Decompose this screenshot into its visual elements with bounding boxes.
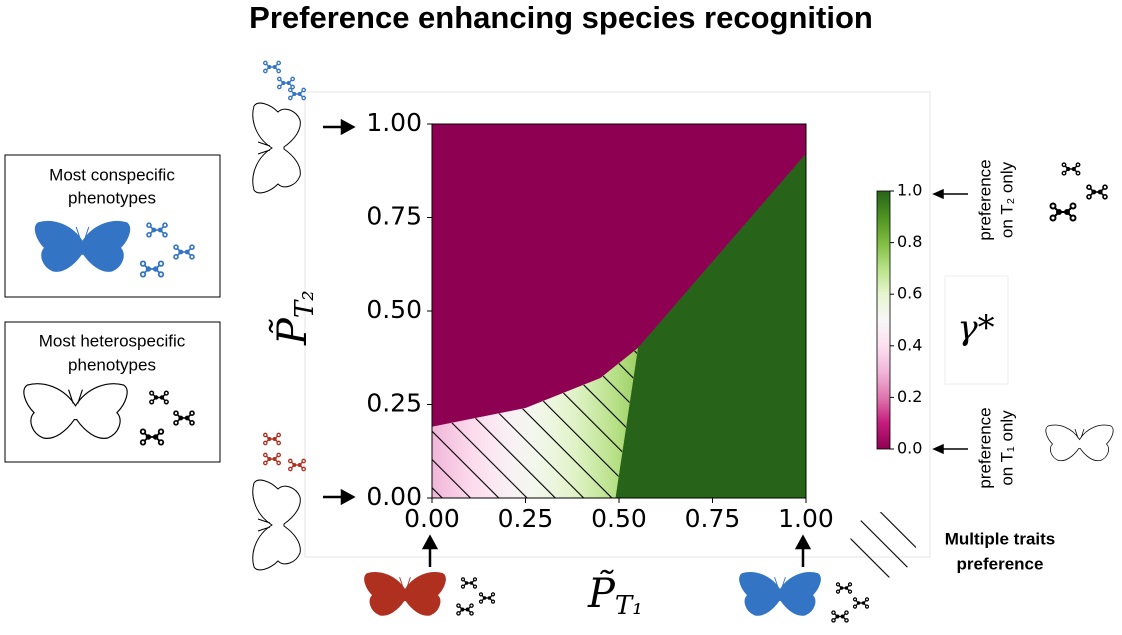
colorbar-label: γ*	[957, 308, 994, 348]
y-tick-label: 1.00	[366, 108, 422, 137]
molecule-icon	[262, 60, 282, 74]
x-tick-label: 0.75	[685, 504, 741, 533]
colorbar-tick-label: 0.0	[897, 439, 922, 458]
colorbar-tick-label: 1.0	[897, 181, 922, 200]
y-axis-label: P̃T₂	[269, 290, 320, 346]
annotation: on T₁ only	[997, 410, 1016, 486]
molecule-icon	[460, 577, 478, 589]
legend-text: phenotypes	[68, 355, 156, 374]
moth-icon	[252, 102, 301, 194]
butterfly-icon	[364, 572, 446, 616]
molecule-icon	[276, 76, 296, 90]
arrows	[932, 188, 968, 455]
x-axis-label: P̃T₁	[587, 570, 643, 621]
legend-text: preference	[957, 554, 1044, 573]
molecule-icon	[478, 592, 496, 604]
colorbar-tick-label: 0.6	[897, 284, 922, 303]
molecule-icon	[831, 610, 849, 623]
molecule-icon	[1086, 184, 1108, 200]
annotation: on T₂ only	[997, 161, 1016, 238]
butterfly-icon	[1045, 424, 1114, 462]
x-axis-label-sub: T₁	[615, 591, 643, 621]
x-tick-label: 0.25	[498, 504, 554, 533]
y-tick-label: 0.00	[366, 482, 422, 511]
molecule-icon	[852, 597, 870, 609]
y-tick-label: 0.75	[366, 202, 422, 231]
molecule-icon	[262, 452, 282, 466]
hatch-legend	[850, 512, 916, 578]
arrows	[323, 118, 812, 567]
x-tick-label: 0.50	[591, 504, 647, 533]
molecule-icon	[1049, 202, 1077, 222]
molecule-icon	[287, 87, 307, 101]
chart-title: Preference enhancing species recognition	[249, 0, 873, 35]
molecule-icon	[1061, 162, 1081, 176]
legend-text: Most conspecific	[49, 165, 175, 184]
annotation: preference	[975, 159, 994, 240]
colorbar-label-box	[944, 275, 1009, 385]
legend-text: phenotypes	[68, 188, 156, 207]
y-tick-label: 0.50	[366, 295, 422, 324]
colorbar-tick-label: 0.4	[897, 335, 922, 354]
y-axis-label-main: P̃	[269, 317, 316, 346]
butterfly-icon	[739, 572, 821, 616]
x-axis-label-main: P̃	[587, 570, 616, 617]
molecule-icon	[835, 582, 853, 594]
colorbar-tick-label: 0.2	[897, 387, 922, 406]
colorbar	[876, 190, 891, 450]
x-tick-label: 1.00	[778, 504, 834, 533]
legend-text: Most heterospecific	[39, 331, 186, 350]
y-axis-label-sub: T₂	[290, 290, 320, 318]
molecule-icon	[456, 603, 474, 616]
y-tick-label: 0.25	[366, 389, 422, 418]
legend-text: Multiple traits	[945, 529, 1056, 548]
moth-icon	[252, 479, 301, 571]
molecule-icon	[287, 458, 307, 472]
molecule-icon	[262, 432, 282, 446]
colorbar-tick-label: 0.8	[897, 232, 922, 251]
x-tick-label: 0.00	[404, 504, 460, 533]
region-hatch	[432, 348, 638, 498]
annotation: preference	[975, 407, 994, 488]
panel-frame	[304, 91, 931, 558]
